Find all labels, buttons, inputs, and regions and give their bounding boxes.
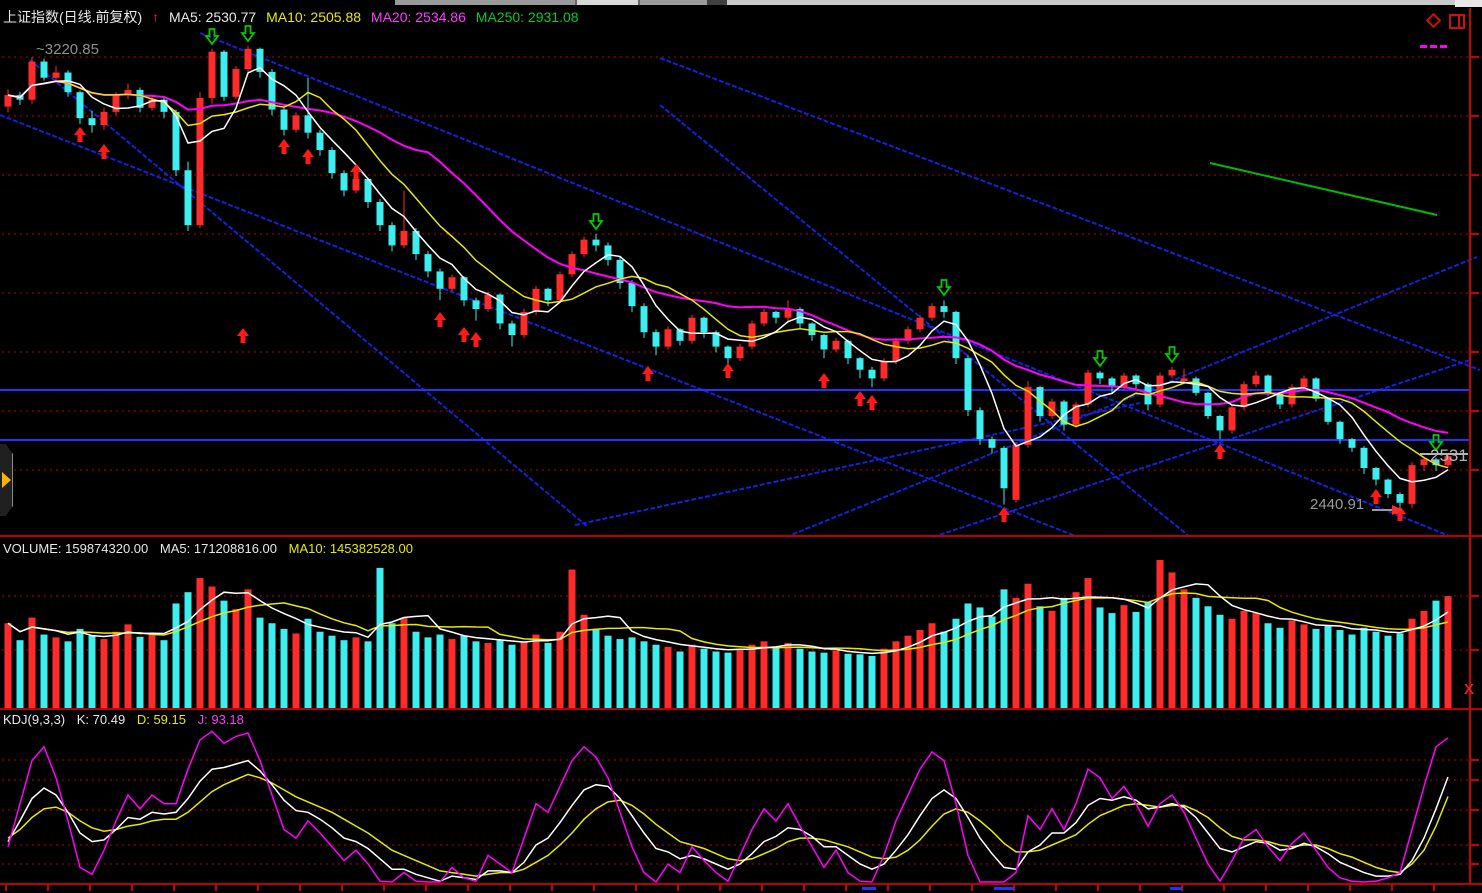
split-window-icon[interactable]	[1449, 14, 1465, 29]
chart-toolbar-icons	[1418, 12, 1470, 48]
toolbar-edge	[727, 0, 1470, 5]
main-chart-header: 上证指数(日线.前复权) ↑ MA5: 2530.77 MA10: 2505.8…	[3, 7, 585, 25]
ma10-value: MA10: 2505.88	[266, 9, 362, 25]
expand-arrow-icon	[2, 472, 11, 488]
volume-ma-lines	[7, 583, 1449, 655]
toolbar-button-edge	[575, 0, 640, 5]
volume-pane-header: VOLUME: 159874320.00 MA5: 171208816.00 M…	[3, 541, 421, 556]
gridlines	[2, 56, 1468, 865]
window-corner	[1455, 0, 1482, 7]
volume-value: VOLUME: 159874320.00	[3, 541, 149, 556]
ma20-value: MA20: 2534.86	[370, 9, 466, 25]
volume-ma5-value: MA5: 171208816.00	[159, 541, 278, 556]
price-ma-lines	[7, 66, 1449, 483]
kdj-d-value: D: 59.15	[136, 712, 186, 727]
signal-arrows	[74, 25, 1444, 522]
toolbar-edge-strip	[395, 0, 1470, 5]
kdj-lines	[7, 730, 1449, 884]
diamond-marker-icon[interactable]	[1425, 12, 1442, 29]
up-arrow-icon: ↑	[152, 9, 160, 25]
volume-ma10-value: MA10: 145382528.00	[288, 541, 413, 556]
sidebar-expand-button[interactable]	[0, 444, 13, 516]
kdj-pane-header: KDJ(9,3,3) K: 70.49 D: 59.15 J: 93.18	[3, 712, 252, 727]
toolbar-gap	[707, 0, 727, 5]
axes	[0, 8, 1482, 891]
close-indicator-button[interactable]: X	[1464, 681, 1475, 698]
last-price-label: 2531	[1430, 446, 1468, 465]
kdj-j-value: J: 93.18	[197, 712, 244, 727]
ma250-value: MA250: 2931.08	[475, 9, 579, 25]
kdj-k-value: K: 70.49	[76, 712, 126, 727]
trendlines	[0, 32, 1481, 538]
kdj-indicator-name: KDJ(9,3,3)	[3, 712, 66, 727]
marked-low-label: 2440.91	[1310, 496, 1365, 513]
volume-bars	[4, 560, 1452, 708]
low-pointer	[1372, 505, 1403, 515]
ellipsis-icon[interactable]	[1420, 35, 1460, 48]
marked-high-label: ~3220.85	[36, 41, 99, 58]
instrument-title: 上证指数(日线.前复权)	[3, 9, 143, 25]
ma5-value: MA5: 2530.77	[169, 9, 257, 25]
